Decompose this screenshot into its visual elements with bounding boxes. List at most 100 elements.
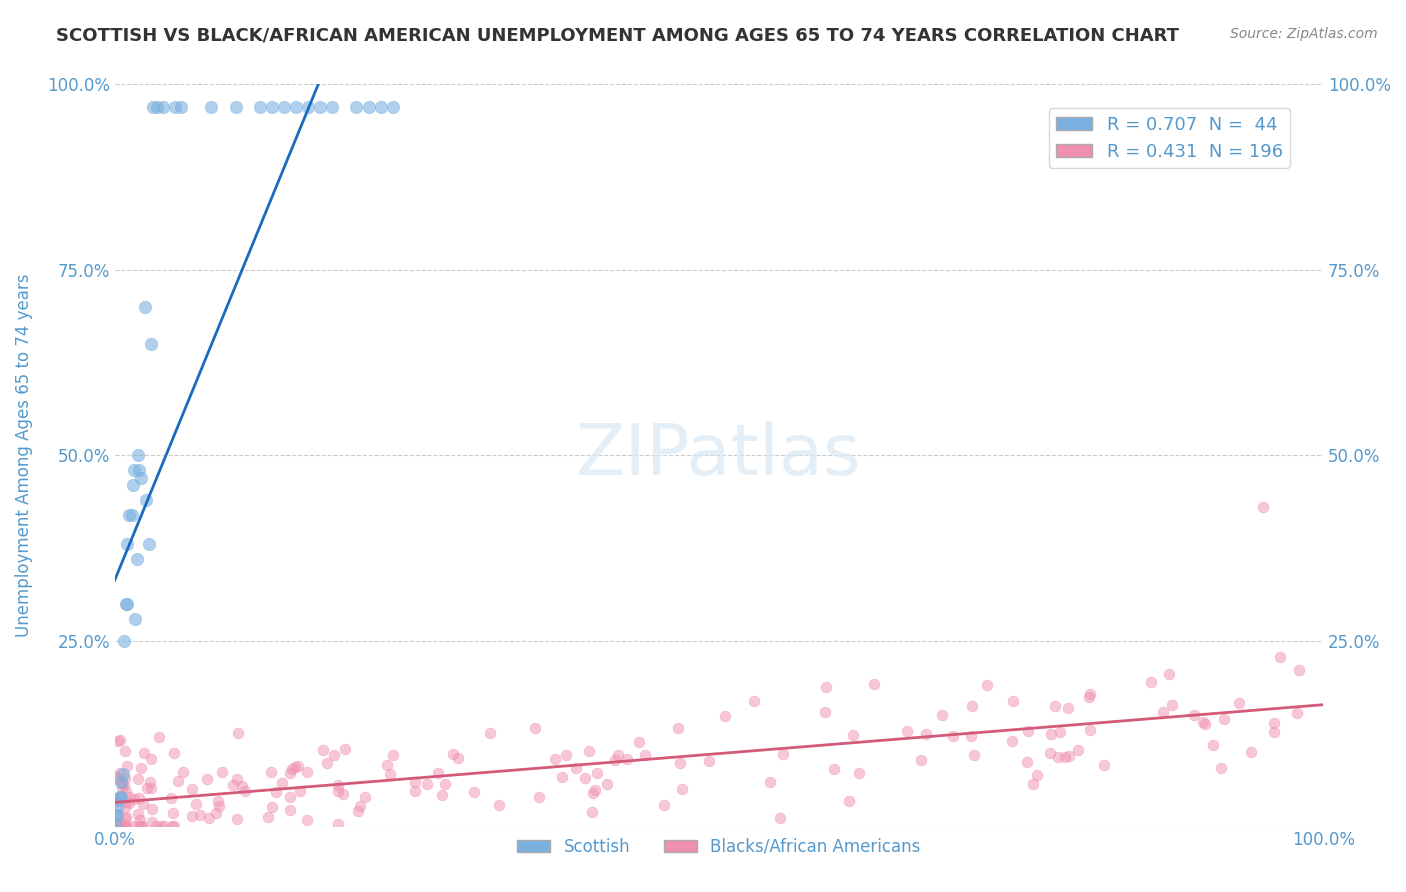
Point <box>527 790 550 805</box>
Point <box>669 756 692 770</box>
Point <box>309 100 332 114</box>
Point <box>1039 746 1062 760</box>
Point <box>616 752 638 766</box>
Point <box>607 747 630 762</box>
Point <box>976 678 998 692</box>
Point <box>233 784 256 798</box>
Point <box>478 725 501 739</box>
Point <box>134 747 156 761</box>
Point <box>823 762 845 776</box>
Point <box>354 790 377 805</box>
Point <box>249 100 271 114</box>
Point <box>125 552 148 566</box>
Point <box>114 597 136 611</box>
Point <box>960 730 983 744</box>
Point <box>167 773 190 788</box>
Point <box>581 805 603 819</box>
Point <box>295 765 318 780</box>
Point <box>326 816 349 830</box>
Point <box>162 805 184 820</box>
Point <box>426 766 449 780</box>
Point <box>226 772 249 786</box>
Point <box>115 819 138 833</box>
Point <box>146 100 169 114</box>
Point <box>554 748 576 763</box>
Point <box>652 798 675 813</box>
Point <box>842 728 865 742</box>
Point <box>114 810 136 824</box>
Point <box>582 786 605 800</box>
Point <box>1285 706 1308 721</box>
Point <box>1213 712 1236 726</box>
Point <box>1026 768 1049 782</box>
Point <box>114 771 136 785</box>
Point <box>1161 698 1184 712</box>
Point <box>633 748 655 763</box>
Point <box>441 747 464 761</box>
Point <box>131 470 153 484</box>
Point <box>586 765 609 780</box>
Point <box>346 100 368 114</box>
Point <box>1263 715 1285 730</box>
Point <box>105 819 128 833</box>
Point <box>284 759 307 773</box>
Point <box>104 815 127 830</box>
Point <box>136 781 159 796</box>
Point <box>328 778 350 792</box>
Point <box>432 788 454 802</box>
Point <box>321 100 343 114</box>
Point <box>139 337 162 351</box>
Point <box>1067 743 1090 757</box>
Point <box>104 818 127 832</box>
Point <box>122 463 145 477</box>
Point <box>523 721 546 735</box>
Point <box>260 765 283 780</box>
Point <box>152 100 174 114</box>
Point <box>115 597 138 611</box>
Point <box>117 796 139 810</box>
Point <box>1059 749 1081 764</box>
Point <box>149 819 172 833</box>
Point <box>110 816 132 830</box>
Point <box>347 804 370 818</box>
Point <box>184 797 207 811</box>
Point <box>163 819 186 833</box>
Point <box>105 772 128 786</box>
Point <box>141 802 163 816</box>
Point <box>105 801 128 815</box>
Point <box>287 759 309 773</box>
Point <box>1080 723 1102 738</box>
Point <box>181 781 204 796</box>
Point <box>142 100 165 114</box>
Point <box>139 780 162 795</box>
Point <box>138 537 160 551</box>
Point <box>159 790 181 805</box>
Point <box>628 735 651 749</box>
Point <box>152 819 174 833</box>
Point <box>1157 667 1180 681</box>
Point <box>139 751 162 765</box>
Point <box>105 770 128 784</box>
Point <box>148 731 170 745</box>
Point <box>838 794 860 808</box>
Point <box>228 726 250 740</box>
Point <box>124 611 146 625</box>
Point <box>118 790 141 805</box>
Point <box>107 816 129 830</box>
Point <box>1045 699 1067 714</box>
Point <box>271 775 294 789</box>
Point <box>1227 696 1250 710</box>
Point <box>188 808 211 822</box>
Point <box>544 752 567 766</box>
Point <box>758 775 780 789</box>
Point <box>195 772 218 786</box>
Point <box>285 100 308 114</box>
Point <box>404 784 426 798</box>
Point <box>323 748 346 763</box>
Point <box>281 762 304 776</box>
Point <box>208 798 231 813</box>
Point <box>1001 694 1024 708</box>
Point <box>127 806 149 821</box>
Point <box>128 819 150 833</box>
Text: ZIPatlas: ZIPatlas <box>576 421 862 490</box>
